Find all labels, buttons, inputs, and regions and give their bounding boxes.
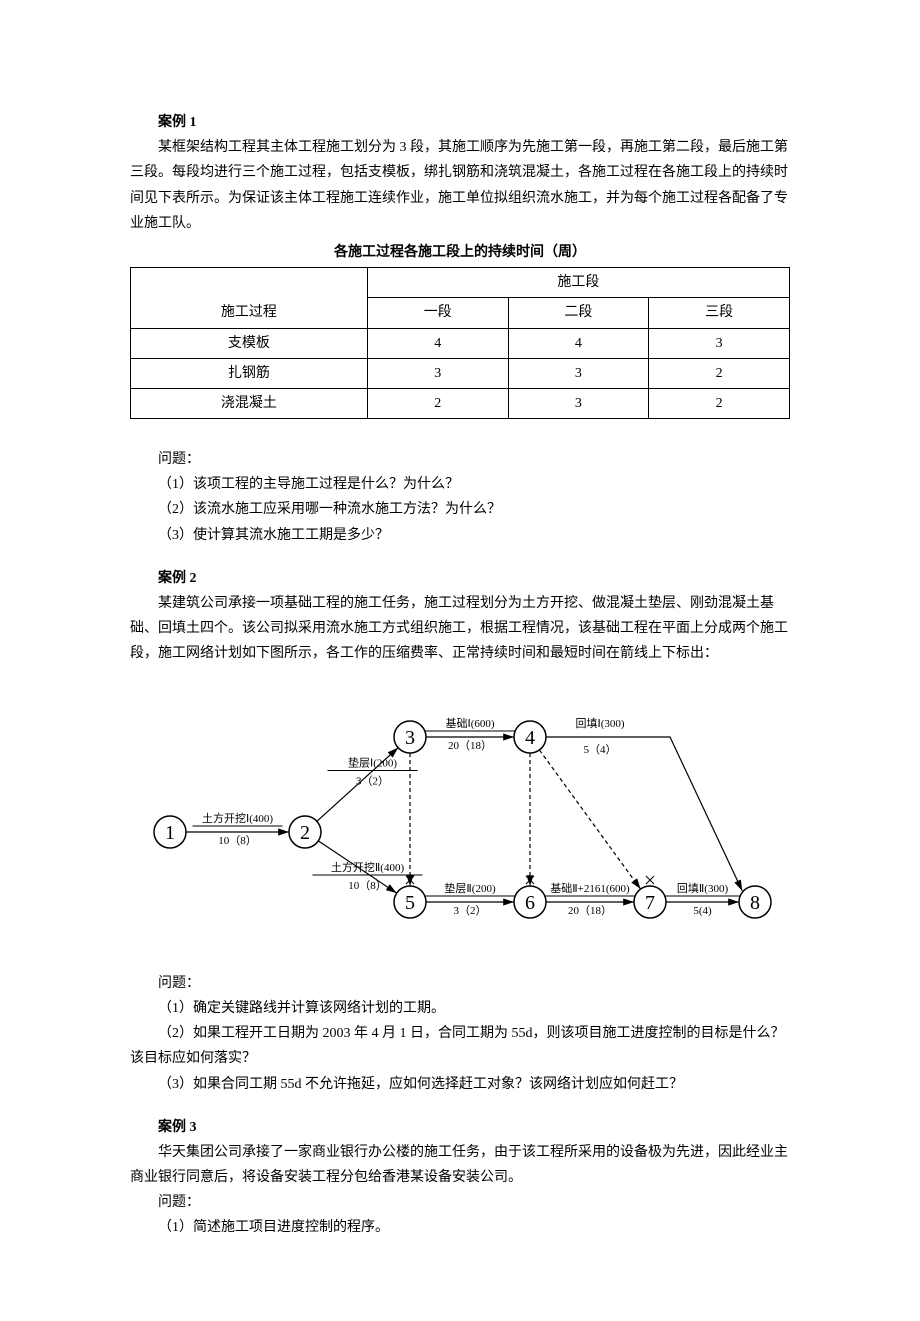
table-row-label: 支模板 — [131, 328, 368, 358]
svg-text:7: 7 — [645, 892, 655, 914]
svg-text:1: 1 — [165, 822, 175, 844]
svg-text:20（18）: 20（18） — [568, 904, 612, 917]
case3-title: 案例 3 — [130, 1115, 790, 1140]
table-rowheader-label: 施工过程 — [131, 268, 368, 328]
case2-question-label: 问题： — [130, 971, 790, 996]
table-col-header: 二段 — [508, 298, 649, 328]
svg-text:3（2）: 3（2） — [356, 774, 389, 787]
network-svg: 土方开挖Ⅰ(400) 10（8） 垫层Ⅰ(200) 3（2） 基础Ⅰ(600) 20（18… — [130, 687, 790, 942]
table-cell: 4 — [508, 328, 649, 358]
table-row-label: 浇混凝土 — [131, 388, 368, 418]
svg-text:垫层Ⅰ(200): 垫层Ⅰ(200) — [348, 755, 397, 769]
table-cell: 3 — [508, 388, 649, 418]
case1-title: 案例 1 — [130, 110, 790, 135]
svg-text:8: 8 — [750, 892, 760, 914]
case3-para1: 华天集团公司承接了一家商业银行办公楼的施工任务，由于该工程所采用的设备极为先进，… — [130, 1140, 790, 1190]
svg-text:垫层Ⅱ(200): 垫层Ⅱ(200) — [444, 881, 496, 895]
svg-text:10（8）: 10（8） — [218, 834, 257, 847]
table-row-label: 扎钢筋 — [131, 358, 368, 388]
table-group-header: 施工段 — [367, 268, 789, 298]
case1-question-label: 问题： — [130, 447, 790, 472]
svg-text:6: 6 — [525, 892, 535, 914]
case2-q2: （2）如果工程开工日期为 2003 年 4 月 1 日，合同工期为 55d，则该… — [130, 1021, 790, 1071]
document-page: 案例 1 某框架结构工程其主体工程施工划分为 3 段，其施工顺序为先施工第一段，… — [0, 0, 920, 1321]
svg-text:3: 3 — [405, 727, 415, 749]
case1-para1: 某框架结构工程其主体工程施工划分为 3 段，其施工顺序为先施工第一段，再施工第二… — [130, 135, 790, 236]
table-col-header: 一段 — [367, 298, 508, 328]
table-row: 浇混凝土 2 3 2 — [131, 388, 790, 418]
svg-text:5(4): 5(4) — [693, 905, 712, 917]
svg-text:20（18）: 20（18） — [448, 739, 492, 752]
case1-q2: （2）该流水施工应采用哪一种流水施工方法？为什么？ — [130, 497, 790, 522]
svg-text:4: 4 — [525, 727, 535, 749]
svg-text:5（4）: 5（4） — [584, 743, 617, 756]
case3-question-label: 问题： — [130, 1190, 790, 1215]
case1-table: 施工过程 施工段 一段 二段 三段 支模板 4 4 3 扎钢筋 3 3 2 浇混… — [130, 267, 790, 419]
case2-para1: 某建筑公司承接一项基础工程的施工任务，施工过程划分为土方开挖、做混凝土垫层、刚劲… — [130, 591, 790, 667]
case1-q3: （3）使计算其流水施工工期是多少？ — [130, 523, 790, 548]
table-col-header: 三段 — [649, 298, 790, 328]
case3-q1: （1）简述施工项目进度控制的程序。 — [130, 1215, 790, 1240]
case1-q1: （1）该项工程的主导施工过程是什么？为什么？ — [130, 472, 790, 497]
svg-text:10（8）: 10（8） — [348, 879, 387, 892]
svg-text:基础Ⅰ(600): 基础Ⅰ(600) — [445, 717, 494, 730]
table-cell: 2 — [649, 358, 790, 388]
table-cell: 3 — [367, 358, 508, 388]
table-cell: 3 — [649, 328, 790, 358]
case1-table-caption: 各施工过程各施工段上的持续时间（周） — [130, 240, 790, 265]
svg-text:土方开挖Ⅰ(400): 土方开挖Ⅰ(400) — [202, 811, 273, 825]
table-cell: 2 — [367, 388, 508, 418]
svg-text:回填Ⅱ(300): 回填Ⅱ(300) — [677, 881, 729, 895]
svg-text:基础Ⅱ+2161(600): 基础Ⅱ+2161(600) — [550, 882, 630, 895]
case2-q1: （1）确定关键路线并计算该网络计划的工期。 — [130, 996, 790, 1021]
svg-text:3（2）: 3（2） — [454, 904, 487, 917]
table-row: 支模板 4 4 3 — [131, 328, 790, 358]
table-row: 施工过程 施工段 — [131, 268, 790, 298]
svg-text:回填Ⅰ(300): 回填Ⅰ(300) — [575, 716, 624, 730]
table-cell: 3 — [508, 358, 649, 388]
svg-text:土方开挖Ⅱ(400): 土方开挖Ⅱ(400) — [331, 860, 405, 874]
table-row: 扎钢筋 3 3 2 — [131, 358, 790, 388]
table-cell: 4 — [367, 328, 508, 358]
svg-text:5: 5 — [405, 892, 415, 914]
case2-q3: （3）如果合同工期 55d 不允许拖延，应如何选择赶工对象？该网络计划应如何赶工… — [130, 1072, 790, 1097]
case2-title: 案例 2 — [130, 566, 790, 591]
table-cell: 2 — [649, 388, 790, 418]
svg-text:2: 2 — [300, 822, 310, 844]
case2-network-diagram: 土方开挖Ⅰ(400) 10（8） 垫层Ⅰ(200) 3（2） 基础Ⅰ(600) 20（18… — [130, 687, 790, 951]
